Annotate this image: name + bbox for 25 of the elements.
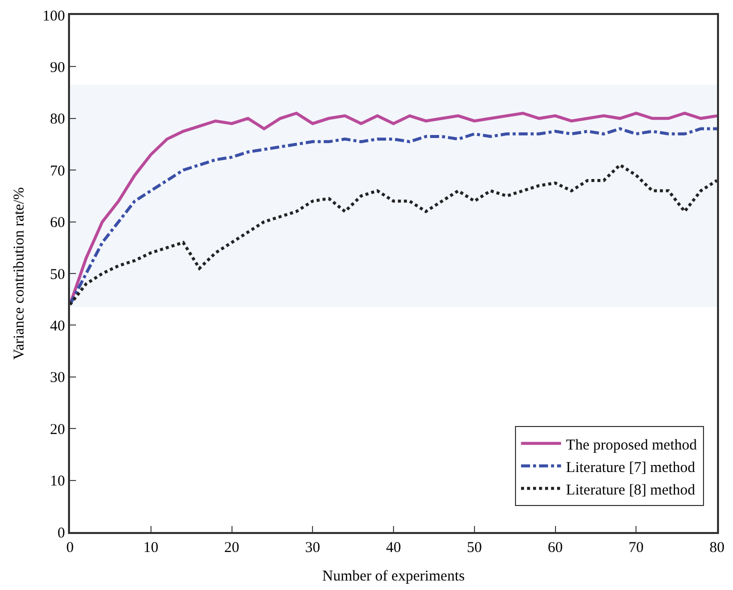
legend-label: The proposed method: [566, 437, 698, 454]
y-tick-label: 20: [50, 422, 65, 438]
x-tick-label: 10: [143, 540, 158, 556]
x-tick-label: 70: [628, 540, 644, 556]
y-tick-label: 60: [50, 215, 65, 232]
x-tick-label: 30: [305, 540, 320, 556]
y-tick-label: 0: [58, 525, 65, 542]
x-tick-label: 20: [224, 540, 240, 556]
legend-label: Literature [7] method: [566, 460, 696, 476]
y-tick-label: 100: [42, 8, 65, 24]
y-tick-label: 30: [50, 370, 65, 386]
x-axis-title: Number of experiments: [322, 568, 465, 584]
x-tick-label: 80: [710, 540, 724, 556]
y-tick-label: 80: [50, 112, 65, 128]
y-tick-label: 70: [50, 163, 65, 180]
x-tick-label: 50: [466, 540, 482, 556]
y-tick-label: 10: [50, 474, 65, 490]
y-tick-label: 90: [50, 60, 65, 76]
legend-label: Literature [8] method: [566, 482, 696, 498]
y-axis-title: Variance contribution rate/%: [11, 187, 28, 360]
y-tick-label: 50: [50, 266, 65, 283]
line-series: [70, 163, 717, 306]
x-tick-label: 60: [548, 540, 563, 556]
y-tick-label: 40: [50, 318, 65, 334]
x-tick-label: 40: [386, 540, 401, 556]
